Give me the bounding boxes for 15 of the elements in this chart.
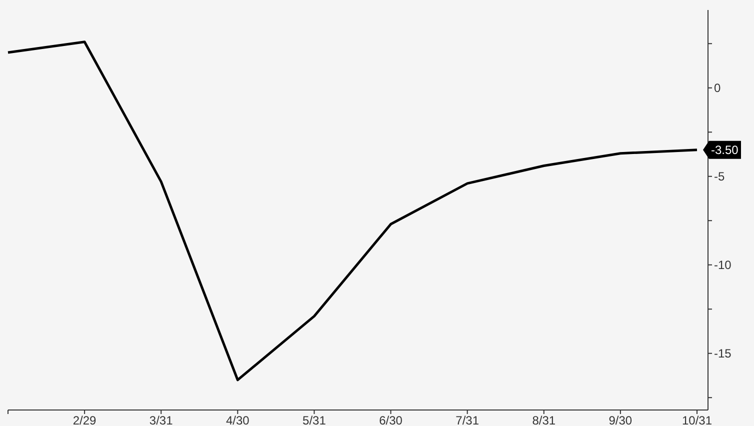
data-label: -3.50 [711,142,739,157]
x-tick-label: 7/31 [456,414,480,426]
x-tick-label: 2/29 [72,414,97,426]
y-tick-label: 0 [714,81,721,96]
x-tick-label: 10/31 [682,414,712,426]
x-tick-label: 8/31 [532,414,556,426]
y-tick-label: -10 [714,258,732,272]
y-tick-label: -15 [714,346,732,361]
x-tick-label: 4/30 [226,414,250,426]
x-tick-label: 6/30 [379,414,403,426]
x-tick-label: 9/30 [608,414,632,426]
line-series [6,40,698,382]
x-tick-label: 5/31 [302,414,326,426]
y-tick-label: -5 [714,170,725,184]
x-tick-label: 3/31 [149,414,174,426]
